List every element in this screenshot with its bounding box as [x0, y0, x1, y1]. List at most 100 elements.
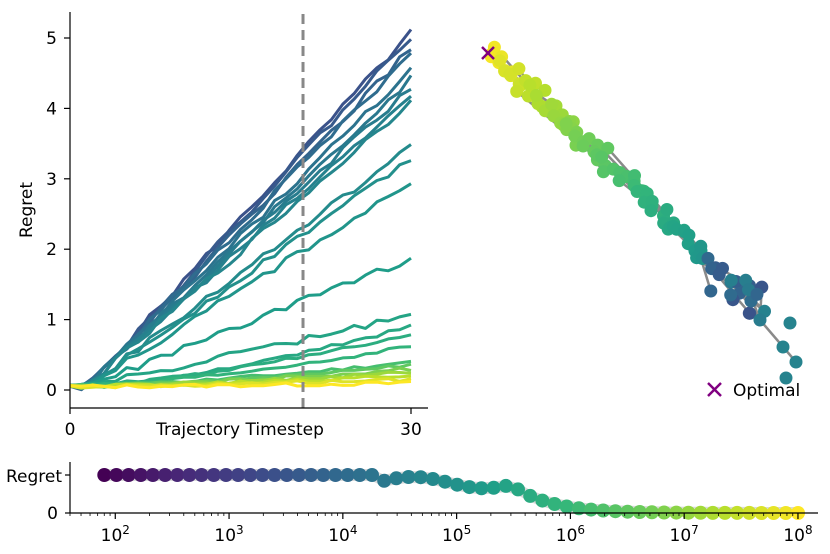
- left-y-tick-label: 1: [46, 311, 57, 331]
- training-point: [462, 480, 477, 495]
- trajectory-line: [69, 380, 412, 390]
- bottom-y-label: Regret: [6, 467, 62, 487]
- training-point: [438, 474, 452, 489]
- training-point: [170, 468, 185, 482]
- left-x-ticks: 0 30: [65, 408, 422, 440]
- scatter-point: [742, 306, 756, 320]
- scatter-point: [750, 287, 764, 301]
- scatter-point: [576, 139, 590, 153]
- bottom-x-tick-label: 105: [442, 523, 471, 546]
- scatter-point: [776, 340, 790, 354]
- bottom-x-tick-label: 107: [670, 523, 699, 546]
- scatter-point: [701, 251, 715, 265]
- training-point: [620, 504, 635, 519]
- training-point: [231, 468, 246, 482]
- training-point: [523, 488, 538, 503]
- trajectory-line: [69, 99, 413, 388]
- training-point: [401, 470, 416, 484]
- training-point: [316, 468, 331, 482]
- scatter-point: [779, 371, 793, 385]
- training-point: [377, 473, 392, 488]
- bottom-x-tick-label: 104: [328, 523, 357, 546]
- bottom-x-tick-label: 108: [783, 523, 812, 546]
- regret-training-panel: Regret 0 102 103 104 105 106 107 108: [6, 462, 818, 546]
- trajectory-line: [69, 182, 412, 390]
- training-point: [109, 468, 124, 482]
- bottom-x-tick-label: 103: [214, 523, 243, 546]
- training-point: [304, 468, 319, 482]
- training-point: [413, 470, 428, 485]
- training-point: [365, 468, 379, 482]
- training-point: [474, 481, 489, 496]
- training-point: [559, 499, 574, 514]
- scatter-point: [628, 169, 641, 183]
- training-point: [243, 468, 258, 482]
- left-y-ticks: 0 1 2 3 4 5: [46, 29, 70, 401]
- scatter-point: [660, 203, 674, 216]
- scatter-point: [783, 316, 797, 330]
- training-point: [596, 503, 611, 518]
- training-point: [644, 505, 659, 520]
- training-point: [389, 471, 404, 486]
- training-point: [158, 468, 173, 482]
- bottom-y-tick-0: 0: [47, 504, 58, 524]
- training-point: [97, 468, 112, 482]
- training-point: [498, 478, 513, 493]
- training-point: [279, 468, 294, 482]
- scatter-point: [724, 273, 738, 287]
- bottom-x-ticks: 102 103 104 105 106 107 108: [69, 513, 813, 546]
- training-point: [194, 468, 209, 482]
- training-point: [511, 482, 525, 497]
- scatter-point: [630, 185, 644, 198]
- training-point: [425, 472, 440, 486]
- scatter-point: [512, 62, 526, 76]
- left-y-tick-label: 5: [46, 29, 57, 49]
- scatter-point: [753, 313, 767, 327]
- training-point: [206, 468, 221, 482]
- trajectory-line: [69, 28, 413, 388]
- bottom-x-tick-label: 106: [556, 523, 585, 546]
- scatter-point: [523, 78, 537, 92]
- training-point: [145, 468, 160, 482]
- training-point: [267, 468, 282, 482]
- trajectory-line: [69, 159, 412, 387]
- training-point: [340, 468, 355, 482]
- training-point: [255, 468, 270, 482]
- training-point: [632, 505, 647, 519]
- left-y-label: Regret: [17, 182, 37, 238]
- left-y-tick-label: 3: [46, 170, 57, 190]
- trajectory-line: [69, 87, 412, 388]
- training-point: [133, 468, 148, 482]
- training-point: [571, 501, 586, 516]
- scatter-point: [644, 204, 658, 218]
- scatter-point: [529, 88, 543, 102]
- left-x-tick-label: 30: [400, 420, 422, 440]
- training-point: [547, 497, 562, 511]
- training-point: [450, 477, 465, 492]
- scatter-point: [559, 117, 573, 131]
- trajectory-series-group: [69, 28, 413, 392]
- training-point: [535, 493, 550, 508]
- scatter-point: [510, 84, 524, 98]
- scatter-point: [493, 54, 507, 68]
- scatter-point: [595, 150, 609, 164]
- trajectory-line: [69, 312, 412, 390]
- start-marker: [481, 46, 495, 60]
- scatter-point: [704, 284, 718, 298]
- left-y-tick-label: 4: [46, 99, 57, 119]
- embedding-scatter-panel: Optimal: [481, 40, 803, 401]
- left-y-tick-label: 0: [46, 381, 57, 401]
- scatter-point: [724, 288, 738, 302]
- scatter-point: [612, 174, 626, 188]
- training-point: [182, 468, 197, 482]
- scatter-point: [545, 97, 559, 111]
- trajectory-line: [69, 256, 412, 388]
- optimal-marker: [707, 382, 722, 397]
- left-y-tick-label: 2: [46, 240, 57, 260]
- optimal-label: Optimal: [733, 381, 800, 401]
- bottom-points: [97, 468, 805, 520]
- scatter-point: [712, 268, 726, 282]
- scatter-point: [682, 228, 696, 242]
- left-x-tick-label: 0: [65, 420, 76, 440]
